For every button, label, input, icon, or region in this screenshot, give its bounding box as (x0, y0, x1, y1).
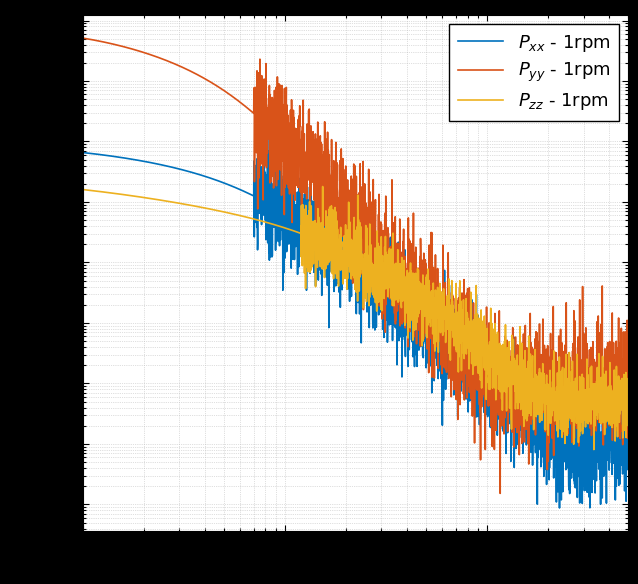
$P_{xx}$ - 1rpm (142, 158, 149, 165)
$P_{yy}$ - 1rpm (174, 61, 181, 68)
$P_{yy}$ - 1rpm (625, 323, 632, 330)
$P_{yy}$ - 1rpm (614, 394, 621, 401)
$P_{yy}$ - 1rpm (142, 50, 149, 57)
$P_{zz}$ - 1rpm (79, 186, 87, 193)
$P_{xx}$ - 1rpm (288, 179, 296, 186)
Legend: $P_{xx}$ - 1rpm, $P_{yy}$ - 1rpm, $P_{zz}$ - 1rpm: $P_{xx}$ - 1rpm, $P_{yy}$ - 1rpm, $P_{zz… (449, 23, 619, 121)
$P_{xx}$ - 1rpm (312, 214, 320, 221)
$P_{zz}$ - 1rpm (312, 236, 320, 243)
Line: $P_{zz}$ - 1rpm: $P_{zz}$ - 1rpm (83, 186, 628, 450)
$P_{xx}$ - 1rpm (625, 433, 632, 440)
$P_{zz}$ - 1rpm (555, 369, 563, 376)
$P_{yy}$ - 1rpm (288, 219, 296, 226)
$P_{zz}$ - 1rpm (142, 194, 149, 201)
$P_{zz}$ - 1rpm (288, 227, 296, 234)
$P_{xx}$ - 1rpm (255, 132, 262, 139)
$P_{yy}$ - 1rpm (496, 490, 504, 497)
$P_{yy}$ - 1rpm (555, 397, 563, 404)
$P_{yy}$ - 1rpm (312, 135, 320, 142)
$P_{zz}$ - 1rpm (319, 183, 327, 190)
Line: $P_{xx}$ - 1rpm: $P_{xx}$ - 1rpm (83, 135, 628, 508)
$P_{zz}$ - 1rpm (625, 402, 632, 409)
Line: $P_{yy}$ - 1rpm: $P_{yy}$ - 1rpm (83, 38, 628, 493)
$P_{xx}$ - 1rpm (174, 165, 181, 172)
$P_{xx}$ - 1rpm (556, 505, 563, 512)
$P_{zz}$ - 1rpm (590, 446, 598, 453)
$P_{xx}$ - 1rpm (614, 442, 622, 449)
$P_{xx}$ - 1rpm (555, 423, 563, 430)
$P_{yy}$ - 1rpm (79, 34, 87, 41)
$P_{zz}$ - 1rpm (614, 387, 622, 394)
$P_{zz}$ - 1rpm (174, 200, 181, 207)
$P_{xx}$ - 1rpm (79, 149, 87, 156)
